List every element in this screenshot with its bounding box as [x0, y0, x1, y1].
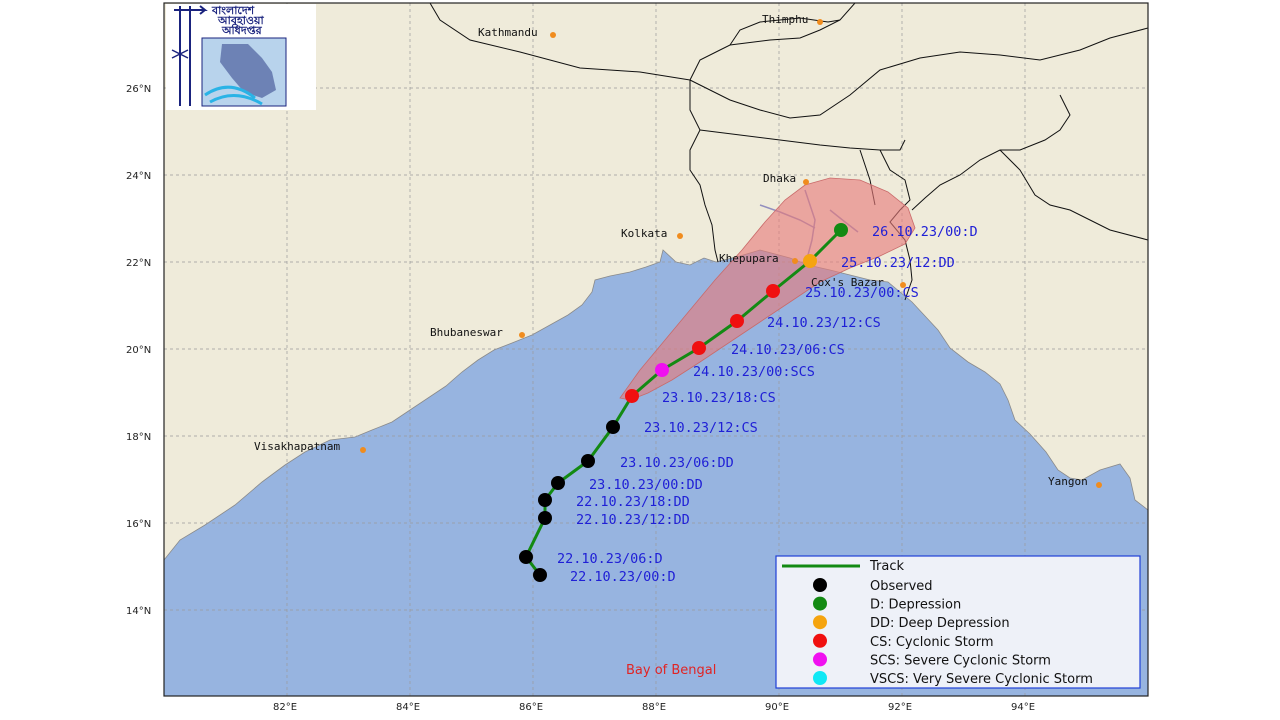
lat-tick: 14°N — [126, 606, 151, 617]
legend-box — [775, 555, 1141, 689]
track-point — [692, 341, 706, 355]
track-point-label: 24.10.23/00:SCS — [693, 364, 815, 380]
track-point — [655, 363, 669, 377]
logo-text-line1: বাংলাদেশ — [211, 4, 255, 17]
city-label-khepupara: Khepupara — [719, 252, 779, 265]
track-point — [581, 454, 595, 468]
track-point-label: 23.10.23/06:DD — [620, 455, 734, 471]
track-point — [519, 550, 533, 564]
city-dot — [817, 19, 823, 25]
longitude-ticks: 82°E 84°E 86°E 88°E 90°E 92°E 94°E — [273, 702, 1035, 713]
track-points — [519, 223, 848, 582]
plot-border — [163, 2, 1149, 697]
lat-tick: 18°N — [126, 432, 151, 443]
track-point — [730, 314, 744, 328]
legend-swatch — [813, 652, 827, 667]
track-labels: 22.10.23/00:D 22.10.23/06:D 22.10.23/12:DD… — [557, 224, 978, 585]
track-point-label: 22.10.23/18:DD — [576, 494, 690, 510]
track-point-label: 22.10.23/06:D — [557, 551, 663, 567]
bmd-logo: বাংলাদেশ আবহাওয়া অধিদপ্তর — [166, 4, 316, 110]
legend-swatch — [813, 578, 827, 592]
track-point — [803, 254, 817, 268]
legend-label: CS: Cyclonic Storm — [870, 635, 994, 650]
lon-tick: 92°E — [888, 702, 912, 713]
track-point — [834, 223, 848, 237]
city-label-visakhapatnam: Visakhapatnam — [254, 440, 340, 453]
logo-text-line3: অধিদপ্তর — [221, 23, 263, 37]
track-point-label: 23.10.23/12:CS — [644, 420, 758, 436]
track-point-label: 24.10.23/06:CS — [731, 342, 845, 358]
track-point — [606, 420, 620, 434]
lat-tick: 24°N — [126, 171, 151, 182]
city-dot — [900, 282, 906, 288]
legend-label: Observed — [870, 579, 933, 594]
track-point — [625, 389, 639, 403]
track-point-label: 23.10.23/00:DD — [589, 477, 703, 493]
bangladesh-map-icon — [220, 44, 276, 98]
track-point — [538, 511, 552, 525]
lon-tick: 82°E — [273, 702, 297, 713]
lon-tick: 86°E — [519, 702, 543, 713]
city-dot — [519, 332, 525, 338]
sea-label: Bay of Bengal — [626, 663, 716, 678]
legend-label: D: Depression — [870, 598, 961, 613]
track-point-label: 25.10.23/12:DD — [841, 255, 955, 271]
lon-tick: 88°E — [642, 702, 666, 713]
track-point-label: 24.10.23/12:CS — [767, 315, 881, 331]
lat-tick: 20°N — [126, 345, 151, 356]
track-point-label: 22.10.23/00:D — [570, 569, 676, 585]
city-label-thimphu: Thimphu — [762, 13, 808, 26]
track-point-label: 23.10.23/18:CS — [662, 390, 776, 406]
legend-label: DD: Deep Depression — [870, 616, 1010, 631]
city-dot — [792, 258, 798, 264]
latitude-ticks: 14°N 16°N 18°N 20°N 22°N 24°N 26°N — [126, 84, 151, 617]
legend-label: SCS: Severe Cyclonic Storm — [870, 653, 1051, 668]
wind-vane-icon — [174, 5, 208, 15]
lat-tick: 22°N — [126, 258, 151, 269]
lat-tick: 16°N — [126, 519, 151, 530]
track-point-label: 25.10.23/00:CS — [805, 285, 919, 301]
city-label-kathmandu: Kathmandu — [478, 26, 538, 39]
legend-swatch — [813, 633, 827, 648]
legend-track-label: Track — [869, 559, 904, 574]
lon-tick: 84°E — [396, 702, 420, 713]
legend-swatch — [813, 596, 827, 611]
lat-tick: 26°N — [126, 84, 151, 95]
city-label-coxs-bazar: Cox's Bazar — [811, 276, 884, 289]
legend-swatch — [813, 615, 827, 630]
city-markers: Kathmandu Thimphu Dhaka Kolkata Khepupar… — [254, 13, 1102, 488]
city-dot — [1096, 482, 1102, 488]
legend: Track Observed D: Depression DD: Deep Depr… — [775, 555, 1141, 689]
logo-text-line2: আবহাওয়া — [217, 14, 264, 27]
city-label-dhaka: Dhaka — [763, 172, 796, 185]
city-label-bhubaneswar: Bhubaneswar — [430, 326, 503, 339]
legend-swatch — [813, 671, 827, 685]
track-point-label: 26.10.23/00:D — [872, 224, 978, 240]
track-point — [538, 493, 552, 507]
track-point — [533, 568, 547, 582]
lon-tick: 94°E — [1011, 702, 1035, 713]
legend-label: VSCS: Very Severe Cyclonic Storm — [870, 672, 1093, 687]
legend-items: Observed D: Depression DD: Deep Depression… — [813, 578, 1093, 687]
city-label-yangon: Yangon — [1048, 475, 1088, 488]
city-dot — [677, 233, 683, 239]
city-dot — [803, 179, 809, 185]
track-point — [766, 284, 780, 298]
city-label-kolkata: Kolkata — [621, 227, 667, 240]
lon-tick: 90°E — [765, 702, 789, 713]
track-point-label: 22.10.23/12:DD — [576, 512, 690, 528]
track-point — [551, 476, 565, 490]
city-dot — [550, 32, 556, 38]
city-dot — [360, 447, 366, 453]
